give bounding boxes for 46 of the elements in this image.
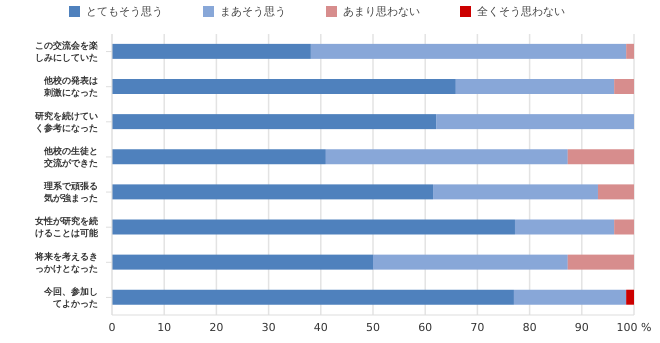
y-tick-label: 研究を続けていく参考になった xyxy=(34,110,98,134)
bar xyxy=(112,44,311,59)
bar xyxy=(433,184,598,200)
x-tick-label: 50 xyxy=(366,320,380,334)
bar xyxy=(514,219,614,234)
legend-label: まあそう思う xyxy=(219,4,286,19)
x-tick-label: 20 xyxy=(209,320,224,334)
x-tick-label: 80 xyxy=(522,320,537,334)
bar xyxy=(626,44,634,59)
bar xyxy=(455,78,614,94)
legend-label: 全くそう思わない xyxy=(476,4,565,19)
y-tick-label: 将来を考えるきっかけとなった xyxy=(34,251,98,274)
bar xyxy=(112,219,515,234)
y-tick-label: 他校の生徒と交流ができた xyxy=(43,146,98,169)
x-tick-label: 100 % xyxy=(616,320,652,334)
bar xyxy=(310,44,626,59)
x-tick-label: 0 xyxy=(108,320,116,334)
bar xyxy=(326,149,568,164)
bar xyxy=(373,254,568,270)
x-tick-label: 70 xyxy=(470,320,484,334)
bar xyxy=(112,254,373,270)
bar xyxy=(112,184,434,200)
y-tick-label: 今回、参加してよかった xyxy=(43,286,98,310)
bar xyxy=(626,290,634,305)
bar xyxy=(112,149,326,164)
y-tick-label: 他校の発表は刺激になった xyxy=(43,76,98,99)
y-tick-label: この交流会を楽しみにしていた xyxy=(35,40,98,64)
bar xyxy=(568,254,634,270)
legend-label: あまり思わない xyxy=(342,4,420,19)
bar xyxy=(112,114,436,130)
bar xyxy=(614,78,634,94)
x-tick-label: 30 xyxy=(262,320,276,334)
y-tick-label: 女性が研究を続けることは可能 xyxy=(34,216,99,240)
bar xyxy=(614,219,634,234)
x-tick-label: 10 xyxy=(157,320,172,334)
y-tick-label: 理系で頑張る気が強まった xyxy=(43,181,98,204)
bar xyxy=(436,114,634,130)
bar xyxy=(112,290,514,305)
bar xyxy=(598,184,634,200)
legend-label: とてもそう思う xyxy=(85,4,163,19)
x-tick-label: 40 xyxy=(314,320,328,334)
bar xyxy=(112,78,456,94)
bar xyxy=(568,149,634,164)
x-tick-label: 90 xyxy=(574,320,589,334)
x-tick-label: 60 xyxy=(418,320,432,334)
bar xyxy=(514,290,626,305)
